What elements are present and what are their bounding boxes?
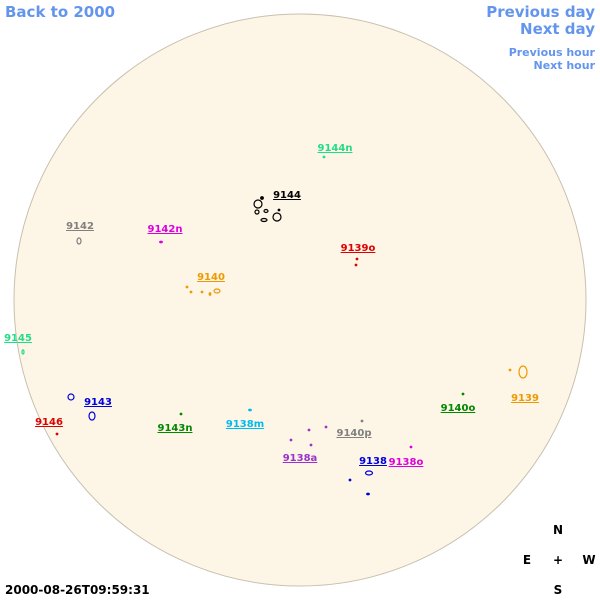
sunspot bbox=[185, 285, 189, 289]
region-label[interactable]: 9138o bbox=[389, 457, 424, 468]
sunspot bbox=[324, 425, 328, 429]
compass-south: S bbox=[554, 583, 563, 597]
sunspot bbox=[88, 411, 96, 421]
sunspot bbox=[364, 470, 374, 476]
sunspot bbox=[309, 443, 313, 447]
sunspot bbox=[67, 393, 75, 401]
region-label[interactable]: 9140o bbox=[441, 403, 476, 414]
sunspot bbox=[189, 290, 193, 294]
sunspot bbox=[179, 412, 183, 416]
sunspot bbox=[322, 155, 326, 159]
sunspot bbox=[518, 365, 528, 379]
sunspot bbox=[260, 196, 264, 200]
region: 9146 bbox=[35, 417, 63, 436]
sunspot bbox=[360, 419, 364, 423]
region-label[interactable]: 9138a bbox=[283, 453, 318, 464]
sunspot bbox=[21, 349, 25, 355]
region-label[interactable]: 9144n bbox=[318, 143, 353, 154]
region: 9139 bbox=[508, 365, 539, 404]
sunspot bbox=[366, 492, 370, 496]
region: 9138m bbox=[226, 408, 264, 430]
region: 9142 bbox=[66, 221, 94, 245]
region: 9143 bbox=[67, 393, 112, 421]
sunspot bbox=[260, 217, 268, 223]
sunspot bbox=[213, 288, 221, 294]
region: 9140 bbox=[185, 272, 225, 296]
region: 9138o bbox=[389, 445, 424, 468]
sunspot bbox=[254, 209, 260, 215]
region-label[interactable]: 9146 bbox=[35, 417, 63, 428]
regions: 9144n 9144 9142 9142n 9139o 9140 9145 9143 9146 9… bbox=[4, 143, 539, 496]
timestamp: 2000-08-26T09:59:31 bbox=[5, 583, 150, 597]
solar-disk bbox=[13, 13, 587, 587]
region-label[interactable]: 9140p bbox=[337, 428, 372, 439]
previous-hour-link[interactable]: Previous hour bbox=[509, 46, 596, 59]
region-label[interactable]: 9144 bbox=[273, 190, 301, 201]
region-label[interactable]: 9143 bbox=[84, 397, 112, 408]
back-link[interactable]: Back to 2000 bbox=[5, 3, 115, 21]
sunspot bbox=[159, 240, 163, 244]
sunspot bbox=[348, 478, 352, 482]
region: 9139o bbox=[341, 243, 376, 267]
region: 9144 bbox=[253, 190, 301, 223]
sunspot bbox=[248, 408, 252, 412]
compass-north: N bbox=[553, 523, 563, 537]
sunspot bbox=[277, 208, 281, 212]
sunspot bbox=[354, 263, 358, 267]
region: 9140o bbox=[441, 392, 476, 414]
region-label[interactable]: 9139 bbox=[511, 393, 539, 404]
region-label[interactable]: 9145 bbox=[4, 333, 32, 344]
region: 9145 bbox=[4, 333, 32, 355]
region-label[interactable]: 9142n bbox=[148, 224, 183, 235]
region: 9143n bbox=[158, 412, 193, 434]
sunspot bbox=[200, 290, 204, 294]
region: 9144n bbox=[318, 143, 353, 159]
region-label[interactable]: 9140 bbox=[197, 272, 225, 283]
next-hour-link[interactable]: Next hour bbox=[534, 59, 596, 72]
sunspot bbox=[55, 432, 59, 436]
region: 9138 bbox=[348, 456, 387, 496]
region: 9142n bbox=[148, 224, 183, 244]
compass-west: W bbox=[582, 553, 595, 567]
sunspot bbox=[508, 368, 512, 372]
region-label[interactable]: 9139o bbox=[341, 243, 376, 254]
sunspot bbox=[76, 237, 82, 245]
region-label[interactable]: 9138 bbox=[359, 456, 387, 467]
sunspot bbox=[253, 199, 263, 209]
region: 9138a bbox=[283, 425, 328, 464]
region-label[interactable]: 9143n bbox=[158, 423, 193, 434]
compass-center: + bbox=[553, 553, 563, 567]
sunspot bbox=[208, 292, 212, 296]
sunspot bbox=[272, 212, 282, 222]
region-label[interactable]: 9142 bbox=[66, 221, 94, 232]
sunspot bbox=[263, 208, 269, 214]
sunspot bbox=[307, 428, 311, 432]
region: 9140p bbox=[337, 419, 372, 439]
sunspot bbox=[461, 392, 465, 396]
sunspot bbox=[289, 438, 293, 442]
compass-east: E bbox=[523, 553, 531, 567]
sunspot bbox=[355, 257, 359, 261]
region-label[interactable]: 9138m bbox=[226, 419, 264, 430]
next-day-link[interactable]: Next day bbox=[520, 20, 595, 38]
previous-day-link[interactable]: Previous day bbox=[486, 3, 595, 21]
sunspot bbox=[409, 445, 413, 449]
